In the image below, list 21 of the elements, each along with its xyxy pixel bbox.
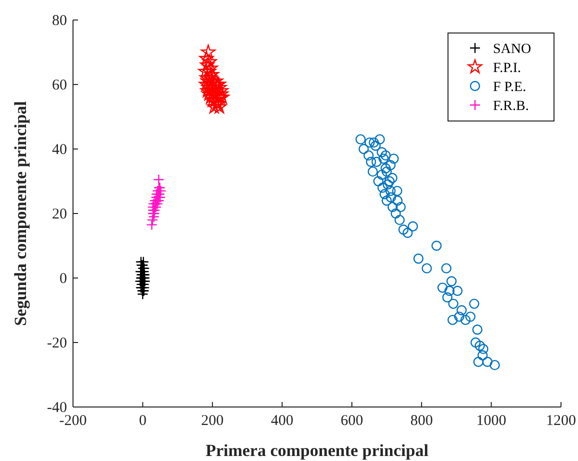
legend-label: F P.E. <box>493 80 526 95</box>
y-tick-label: 60 <box>52 78 67 94</box>
x-tick-label: 400 <box>270 413 294 429</box>
x-tick-label: 600 <box>340 413 364 429</box>
legend-label: SANO <box>493 42 532 57</box>
legend-label: F.P.I. <box>493 61 522 76</box>
x-tick-label: -200 <box>59 413 87 429</box>
y-tick-label: -40 <box>47 400 67 416</box>
x-tick-label: 1000 <box>476 413 506 429</box>
y-tick-label: 80 <box>52 13 67 29</box>
x-tick-label: 200 <box>201 413 224 429</box>
y-tick-label: 0 <box>60 271 67 287</box>
x-tick-label: 1200 <box>546 413 576 429</box>
x-axis-title: Primera componente principal <box>206 441 429 460</box>
legend-label: F.R.B. <box>493 99 529 114</box>
x-tick-label: 0 <box>138 413 146 429</box>
y-axis-title: Segunda componente principal <box>11 100 30 326</box>
y-tick-label: 20 <box>52 206 67 222</box>
y-tick-label: -20 <box>47 336 67 352</box>
y-tick-label: 40 <box>52 142 67 158</box>
x-tick-label: 800 <box>410 413 433 429</box>
